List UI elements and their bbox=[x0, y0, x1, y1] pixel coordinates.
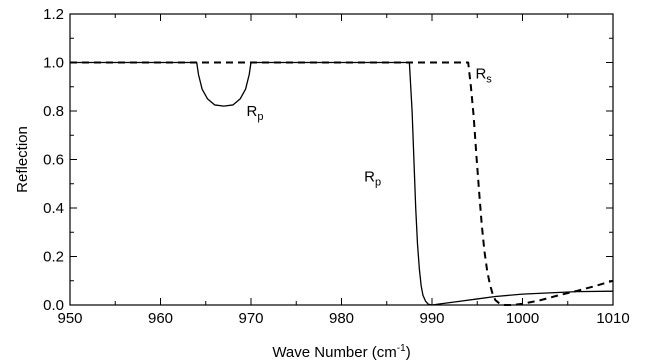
x-axis-ticks: 950 960 970 980 990 1000 1010 bbox=[57, 14, 630, 327]
x-tick-label: 990 bbox=[419, 310, 444, 327]
annotation-label: Rp bbox=[364, 168, 381, 188]
annotation-subscript: s bbox=[486, 73, 492, 85]
annotation-main: R bbox=[246, 103, 257, 120]
x-axis-label-superscript: -1 bbox=[397, 343, 406, 354]
y-tick-label: 0.8 bbox=[43, 103, 64, 120]
y-tick-label: 0.2 bbox=[43, 249, 64, 266]
annotation-label: Rp bbox=[246, 103, 263, 123]
x-axis-label-text: Wave Number (cm bbox=[272, 344, 396, 361]
y-tick-label: 0.4 bbox=[43, 200, 64, 217]
x-tick-label: 1000 bbox=[506, 310, 539, 327]
x-tick-label: 950 bbox=[57, 310, 82, 327]
x-tick-label: 960 bbox=[148, 310, 173, 327]
series-line-rp bbox=[70, 61, 614, 306]
annotation-subscript: p bbox=[257, 111, 263, 123]
plot-frame bbox=[69, 13, 614, 306]
y-axis-label: Reflection bbox=[14, 126, 31, 193]
annotation-subscript: p bbox=[375, 176, 381, 188]
series-line-rs bbox=[70, 61, 614, 306]
annotation-main: R bbox=[475, 65, 486, 82]
x-tick-label: 970 bbox=[238, 310, 263, 327]
y-tick-label: 0.0 bbox=[43, 297, 64, 314]
y-tick-label: 0.6 bbox=[43, 152, 64, 169]
x-tick-label: 980 bbox=[329, 310, 354, 327]
y-axis-ticks: 0.0 0.2 0.4 0.6 0.8 1.0 1.2 bbox=[43, 6, 613, 314]
annotation-main: R bbox=[364, 168, 375, 185]
y-tick-label: 1.0 bbox=[43, 55, 64, 72]
x-axis-label: Wave Number (cm-1) bbox=[272, 343, 410, 361]
annotation-label: Rs bbox=[475, 65, 492, 85]
x-axis-label-end: ) bbox=[406, 344, 411, 361]
y-tick-label: 1.2 bbox=[43, 6, 64, 23]
plot-area bbox=[69, 13, 614, 306]
x-tick-label: 1010 bbox=[596, 310, 629, 327]
series-layer bbox=[70, 61, 614, 306]
